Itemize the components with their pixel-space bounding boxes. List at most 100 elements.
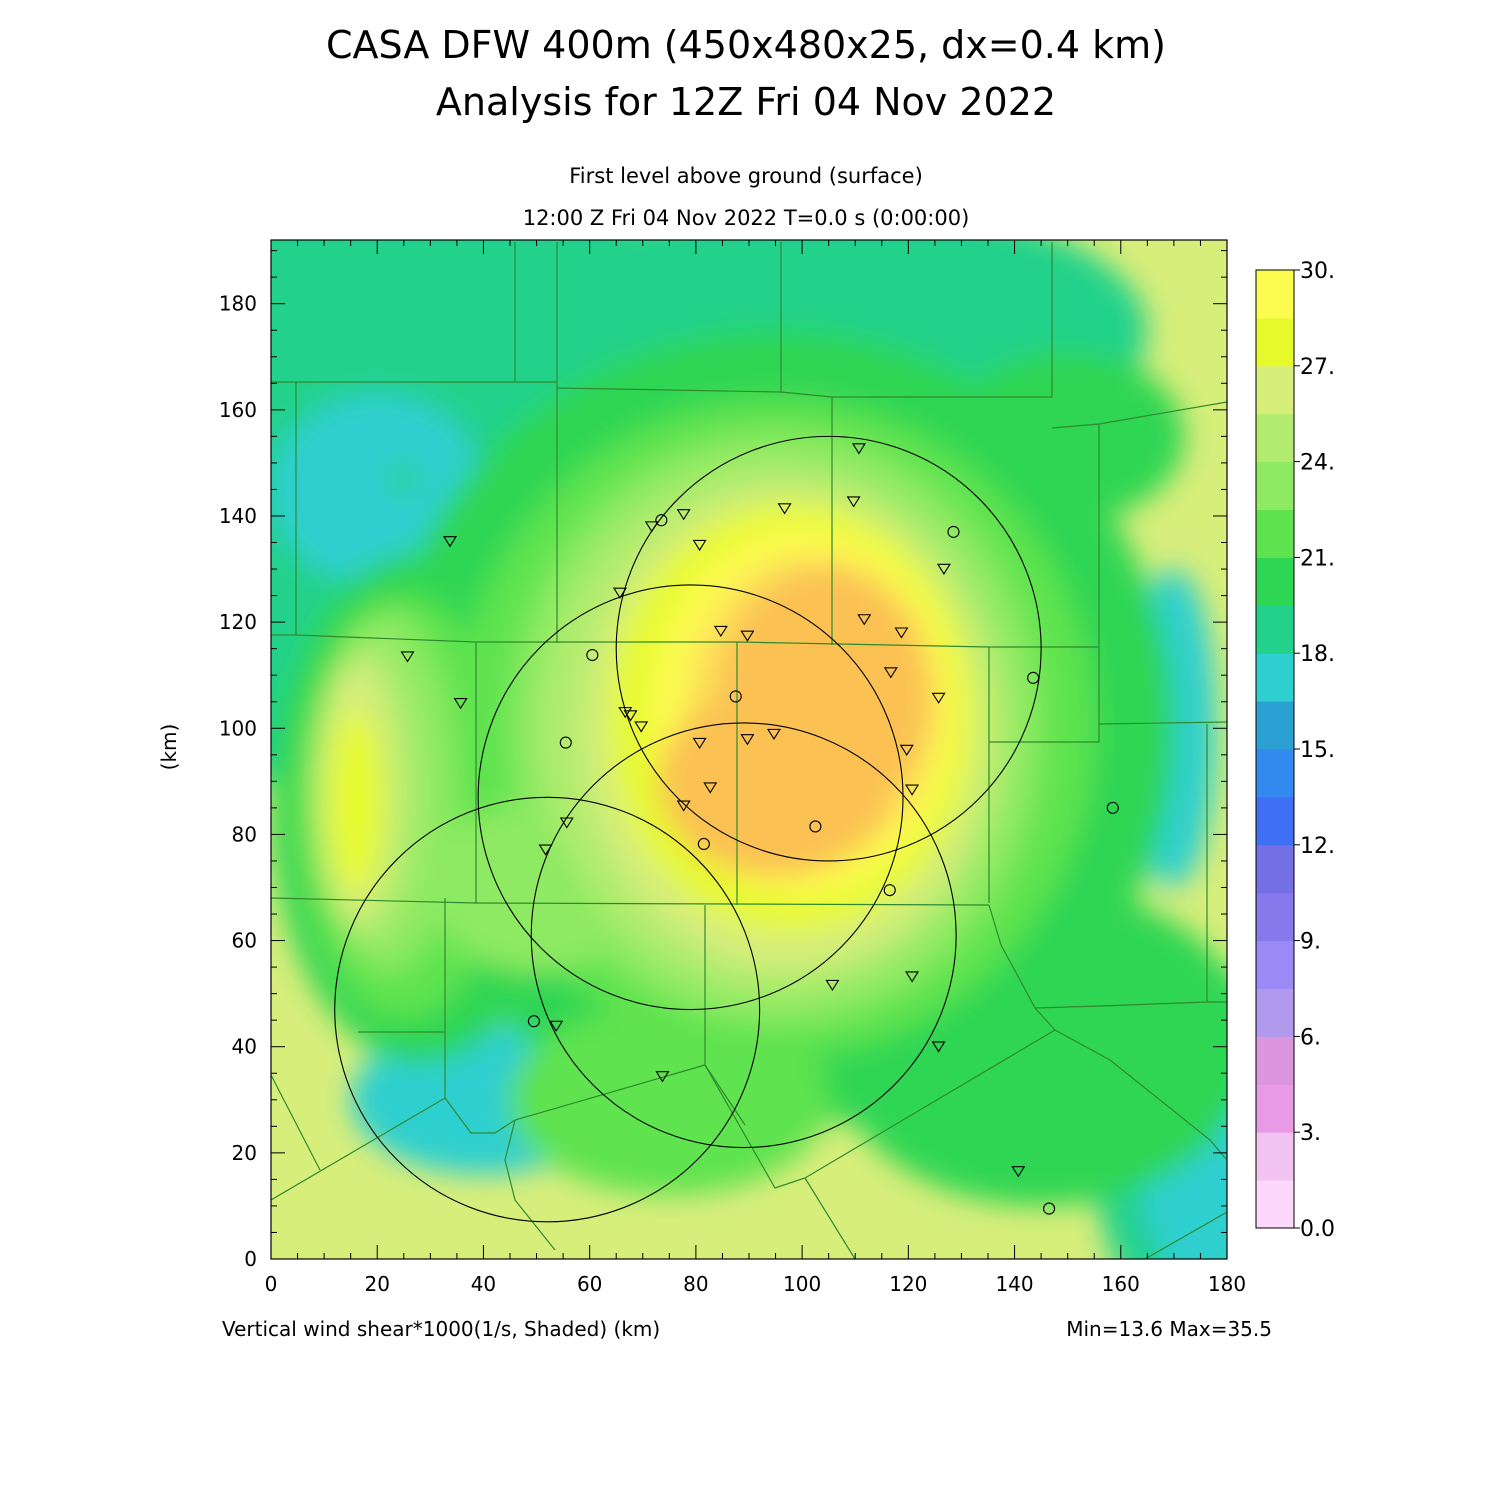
colorbar-swatch	[1256, 509, 1294, 558]
radar-ring	[334, 796, 761, 1223]
colorbar-swatch	[1256, 413, 1294, 463]
x-tick-label: 60	[577, 1272, 602, 1296]
shear-contour-19	[950, 351, 1185, 522]
colorbar-swatch	[1256, 796, 1294, 846]
station-circle	[559, 736, 572, 749]
station-triangle	[936, 563, 951, 575]
station-circle	[586, 648, 599, 662]
colorbar-swatch	[1256, 940, 1294, 989]
x-tick-label: 160	[1102, 1272, 1140, 1296]
colorbar-swatch	[1256, 461, 1294, 510]
y-tick-label: 80	[232, 822, 257, 846]
chart-title-line2: Analysis for 12Z Fri 04 Nov 2022	[436, 80, 1056, 124]
colorbar-swatch	[1256, 557, 1294, 606]
colorbar-label: 6.	[1300, 1025, 1321, 1050]
x-tick-label: 140	[995, 1272, 1033, 1296]
y-tick-label: 160	[219, 398, 257, 422]
station-triangle	[713, 625, 728, 638]
colorbar-labels: 0.0 3. 6. 9. 12. 15. 18. 21. 24. 27. 30.	[1294, 259, 1335, 1242]
station-markers	[400, 443, 1119, 1215]
station-circle	[947, 525, 960, 538]
station-triangle	[538, 844, 553, 856]
station-circle	[809, 820, 822, 833]
colorbar-swatch	[1256, 317, 1294, 367]
station-triangle	[676, 800, 691, 812]
colorbar-label: 21.	[1300, 546, 1335, 571]
station-triangle	[846, 496, 861, 508]
shear-contour-20	[510, 1004, 829, 1196]
colorbar-swatch	[1256, 365, 1294, 415]
station-triangle	[692, 737, 707, 750]
y-tick-label: 120	[219, 610, 257, 634]
colorbar-label: 18.	[1300, 642, 1335, 667]
county-borders	[271, 242, 1227, 1259]
radar-ring	[477, 584, 904, 1011]
colorbar-swatch	[1256, 1132, 1294, 1181]
footer-minmax: Min=13.6 Max=35.5	[1066, 1317, 1272, 1341]
station-triangle	[549, 1020, 564, 1032]
colorbar-swatch	[1256, 892, 1294, 942]
radar-ring	[615, 435, 1042, 862]
colorbar-swatch	[1256, 605, 1294, 654]
y-tick-label: 0	[244, 1247, 257, 1271]
station-triangle	[644, 521, 659, 533]
x-tick-label: 40	[471, 1272, 496, 1296]
station-triangle	[931, 1041, 946, 1053]
y-tick-label: 100	[219, 716, 257, 740]
station-triangle	[740, 734, 755, 746]
y-axis-label: (km)	[157, 724, 181, 771]
station-triangle	[740, 630, 755, 642]
station-triangle	[905, 784, 920, 796]
colorbar-swatch	[1256, 1180, 1294, 1229]
colorbar-swatch	[1256, 701, 1294, 750]
colorbar-label: 27.	[1300, 355, 1335, 380]
footer-variable: Vertical wind shear*1000(1/s, Shaded) (k…	[222, 1317, 660, 1341]
y-tick-label: 20	[232, 1141, 257, 1165]
station-circle	[697, 837, 710, 851]
colorbar-label: 24.	[1300, 451, 1335, 476]
station-triangle	[400, 651, 415, 663]
station-triangle	[612, 587, 627, 599]
station-triangle	[777, 503, 792, 515]
colorbar-swatch	[1256, 844, 1294, 894]
station-triangle	[676, 509, 691, 521]
station-circle	[655, 514, 668, 527]
station-circle	[1027, 671, 1040, 684]
station-triangle	[623, 710, 638, 722]
colorbar-swatch	[1256, 988, 1294, 1037]
station-triangle	[692, 539, 707, 552]
shaded-field	[271, 240, 1227, 1259]
colorbar-label: 3.	[1300, 1121, 1321, 1146]
colorbar-label: 0.0	[1300, 1217, 1335, 1242]
chart-title: CASA DFW 400m (450x480x25, dx=0.4 km)	[326, 23, 1166, 67]
station-triangle	[857, 614, 872, 626]
station-triangle	[1011, 1166, 1026, 1178]
x-tick-label: 120	[889, 1272, 927, 1296]
colorbar-label: 15.	[1300, 738, 1335, 763]
x-tick-label: 180	[1208, 1272, 1246, 1296]
colorbar	[1255, 269, 1295, 1229]
station-triangle	[655, 1071, 670, 1083]
shear-contour-26	[329, 712, 383, 893]
colorbar-swatch	[1256, 749, 1294, 798]
y-tick-labels: 0 20 40 60 80 100 120 140 160 180	[219, 292, 257, 1271]
axis-ticks	[270, 240, 1228, 1260]
station-circle	[1106, 801, 1119, 814]
x-tick-label: 80	[683, 1272, 708, 1296]
station-triangle	[634, 721, 649, 733]
colorbar-swatch	[1256, 1036, 1294, 1085]
station-triangle	[899, 744, 914, 756]
station-triangle	[618, 707, 633, 719]
x-tick-label: 20	[364, 1272, 389, 1296]
station-triangle	[766, 728, 781, 741]
station-circle	[527, 1015, 540, 1028]
station-triangle	[825, 979, 840, 992]
shear-contour-30.5	[658, 685, 893, 877]
radar-rings	[334, 435, 1042, 1223]
x-tick-labels: 0 20 40 60 80 100 120 140 160 180	[265, 1272, 1246, 1296]
station-triangle	[453, 698, 468, 710]
station-triangle	[559, 817, 574, 829]
colorbar-label: 30.	[1300, 259, 1335, 284]
colorbar-label: 9.	[1300, 930, 1321, 955]
colorbar-swatch	[1256, 653, 1294, 702]
